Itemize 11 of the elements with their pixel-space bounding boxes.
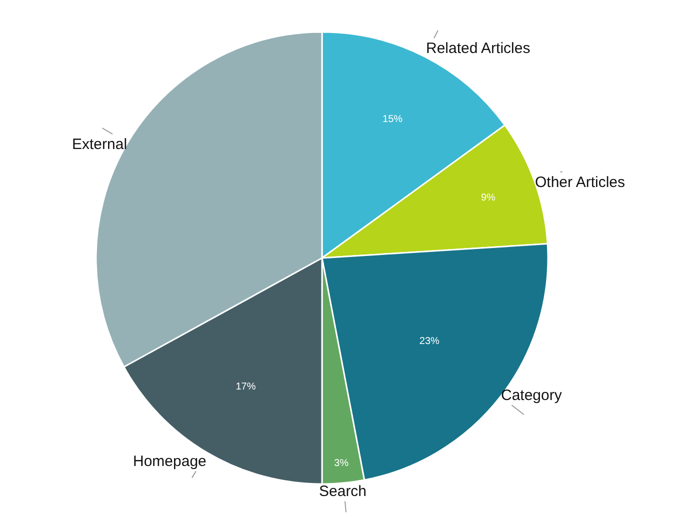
slice-label: External — [72, 136, 128, 153]
slice-label: Related Articles — [426, 40, 530, 57]
slice-label: Search — [319, 483, 367, 500]
slice-label: Category — [501, 387, 562, 404]
data-label: 3% — [334, 458, 349, 470]
data-label: 23% — [419, 336, 440, 347]
data-label: 15% — [382, 114, 403, 126]
slice-label: Other Articles — [535, 174, 626, 191]
slice-label: Homepage — [133, 453, 206, 470]
data-label: 17% — [236, 381, 256, 392]
data-label: 9% — [480, 192, 496, 204]
